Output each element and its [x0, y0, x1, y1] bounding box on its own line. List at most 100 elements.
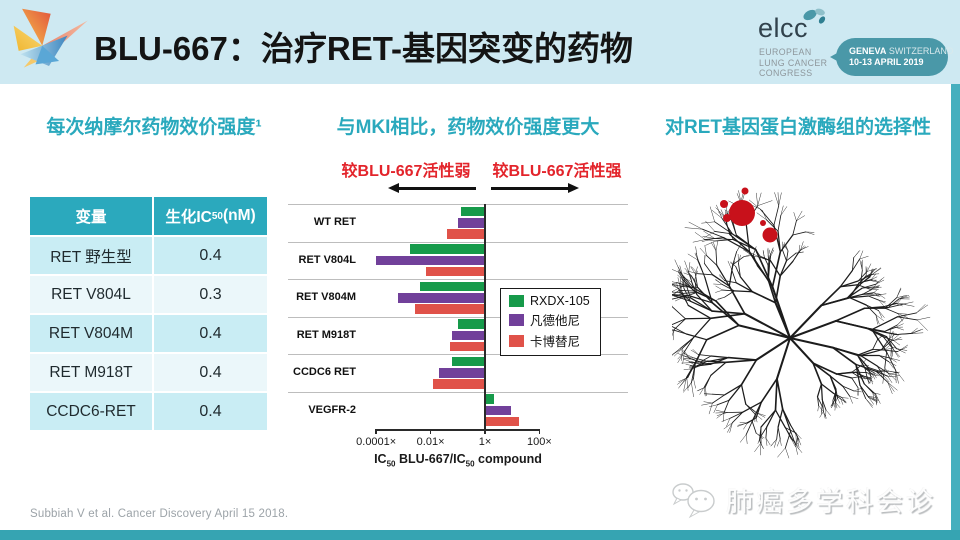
- variant-cell: RET M918T: [30, 354, 152, 391]
- legend-swatch: [509, 313, 524, 326]
- category-label: RET V804L: [298, 253, 356, 266]
- header-bar: BLU-667：治疗RET-基因突变的药物 elcc EUROPEAN LUNG…: [0, 0, 960, 84]
- table-header-ic50: 生化IC 50 (nM): [154, 197, 267, 235]
- bar: [485, 394, 494, 404]
- ic50-header-prefix: 生化IC: [165, 209, 212, 226]
- bar: [432, 379, 485, 389]
- right-edge-strip: [951, 84, 960, 540]
- table-row: CCDC6-RET 0.4: [30, 393, 267, 430]
- table-header-variant: 变量: [30, 197, 152, 235]
- bar: [415, 304, 485, 314]
- bar: [460, 206, 485, 217]
- x-tick-label: 1×: [478, 436, 492, 448]
- selectivity-hit-dot: [760, 220, 766, 226]
- x-tick-label: 0.01×: [416, 436, 445, 448]
- bar: [457, 319, 485, 329]
- selectivity-hit-dot: [741, 187, 749, 195]
- bar: [447, 229, 485, 239]
- badge-dates: 10-13 APRIL 2019: [849, 57, 924, 67]
- bar: [485, 416, 519, 427]
- variant-cell: RET V804L: [30, 276, 152, 313]
- legend-label: 凡德他尼: [530, 314, 581, 328]
- category-label: CCDC6 RET: [293, 366, 356, 378]
- x-axis-title-part: IC: [374, 452, 387, 466]
- table-row: RET V804L 0.3: [30, 276, 267, 313]
- x-axis-title-part: compound: [474, 452, 542, 466]
- ic50-value-cell: 0.4: [154, 354, 267, 391]
- bar: [409, 244, 485, 254]
- table-row: RET V804M 0.4: [30, 315, 267, 352]
- legend-item: RXDX-105: [509, 294, 590, 308]
- left-panel-title: 每次纳摩尔药物效价强度¹: [46, 117, 262, 138]
- elcc-subtitle-line: CONGRESS: [759, 68, 813, 78]
- butterfly-logo-icon: [13, 8, 88, 68]
- variant-cell: CCDC6-RET: [30, 393, 152, 430]
- legend-item: 卡博替尼: [509, 331, 590, 350]
- badge-location: GENEVA SWITZERLAND: [849, 45, 953, 58]
- middle-panel-title: 与MKI相比，药物效价强度更大: [336, 117, 600, 138]
- watermark: 肺癌多学科会诊: [668, 479, 936, 519]
- x-axis-title-part: BLU-667/IC: [395, 452, 466, 466]
- wechat-icon: [672, 483, 715, 519]
- right-panel-title: 对RET基因蛋白激酶组的选择性: [664, 117, 931, 138]
- x-axis-title-part: 50: [465, 459, 475, 469]
- baseline-axis: [484, 204, 486, 429]
- bottom-bar: [0, 530, 960, 540]
- elcc-subtitle-line: EUROPEAN: [759, 47, 812, 57]
- category-label: VEGFR-2: [308, 403, 356, 416]
- x-tick-label: 100×: [527, 436, 552, 448]
- category-separator: [288, 241, 628, 243]
- table-header-row: 变量 生化IC 50 (nM): [30, 197, 267, 235]
- bar: [438, 368, 485, 378]
- right-arrow: [491, 183, 579, 192]
- chart-legend: RXDX-105 凡德他尼卡博替尼: [500, 288, 601, 356]
- ic50-header-sub: 50: [211, 210, 223, 222]
- ic50-value-cell: 0.3: [154, 276, 267, 313]
- ic50-value-cell: 0.4: [154, 237, 267, 274]
- table-row: RET M918T 0.4: [30, 354, 267, 391]
- selectivity-hit-dot: [729, 200, 755, 226]
- bar: [426, 266, 485, 277]
- bar: [451, 356, 485, 367]
- watermark-text: 肺癌多学科会诊: [726, 486, 936, 517]
- bar: [449, 341, 485, 352]
- ic50-table: 变量 生化IC 50 (nM) RET 野生型 0.4 RET V804L 0.3 RET …: [30, 197, 267, 432]
- bar: [376, 255, 485, 265]
- legend-label: 卡博替尼: [530, 335, 581, 349]
- legend-swatch: [509, 334, 524, 347]
- category-separator: [288, 204, 628, 205]
- x-axis-title: IC50 BLU-667/IC50 compound: [343, 452, 573, 469]
- category-separator: [288, 279, 628, 280]
- stronger-activity-label: 较BLU-667活性强: [492, 163, 622, 180]
- bar: [485, 405, 511, 415]
- slide-title: BLU-667：治疗RET-基因突变的药物: [94, 30, 634, 67]
- legend-label: RXDX-105: [530, 294, 590, 308]
- selectivity-hit-dot: [720, 200, 728, 208]
- table-body: RET 野生型 0.4 RET V804L 0.3 RET V804M 0.4 RET M9…: [30, 237, 267, 430]
- x-tick: [375, 429, 377, 434]
- selectivity-hit-dot: [723, 214, 731, 222]
- elcc-wordmark: elcc: [758, 13, 809, 43]
- citation: Subbiah V et al. Cancer Discovery April …: [30, 508, 289, 520]
- variant-cell: RET 野生型: [30, 237, 152, 274]
- ic50-value-cell: 0.4: [154, 315, 267, 352]
- x-tick: [538, 429, 541, 434]
- category-separator: [288, 391, 628, 393]
- weaker-activity-label: 较BLU-667活性弱: [341, 163, 471, 180]
- elcc-petals-icon: [803, 8, 826, 24]
- potency-bar-chart: WT RET RET V804L RET V804M RET M918T CCDC6 R…: [288, 200, 640, 482]
- elcc-subtitle-line: LUNG CANCER: [759, 57, 828, 68]
- x-tick-label: 0.0001×: [356, 436, 397, 448]
- table-row: RET 野生型 0.4: [30, 237, 267, 274]
- category-label: WT RET: [313, 216, 356, 228]
- x-tick: [484, 429, 486, 434]
- x-axis: [376, 429, 540, 431]
- left-arrow: [388, 183, 476, 192]
- category-separator: [288, 354, 628, 355]
- elcc-event-badge: GENEVA SWITZERLAND 10-13 APRIL 2019: [830, 38, 953, 76]
- selectivity-hit-dot: [762, 227, 778, 243]
- ic50-value-cell: 0.4: [154, 393, 267, 430]
- category-separator: [288, 316, 628, 318]
- badge-city: GENEVA: [849, 45, 887, 56]
